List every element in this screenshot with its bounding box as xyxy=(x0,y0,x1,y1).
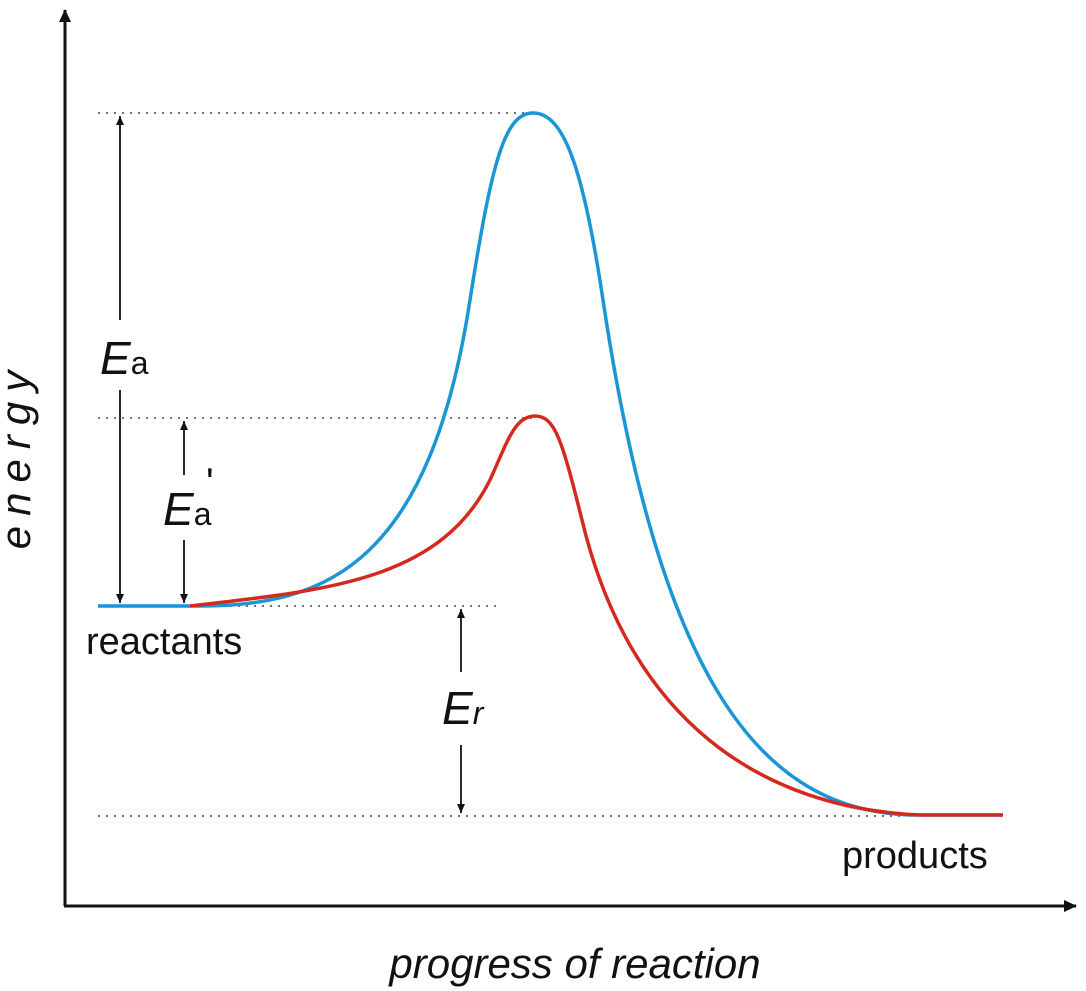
x-axis-title: progress of reaction xyxy=(387,940,760,987)
ea-prime-mark: ' xyxy=(206,461,214,505)
er-label: Er xyxy=(442,682,485,734)
products-label: products xyxy=(842,835,988,877)
ea-prime-label: Ea xyxy=(163,483,212,535)
ea-label: Ea xyxy=(100,332,149,384)
y-axis-title: energy xyxy=(0,361,39,549)
reactants-label: reactants xyxy=(86,621,242,663)
catalyzed-curve xyxy=(189,414,1003,817)
uncatalyzed-curve xyxy=(98,111,1003,817)
